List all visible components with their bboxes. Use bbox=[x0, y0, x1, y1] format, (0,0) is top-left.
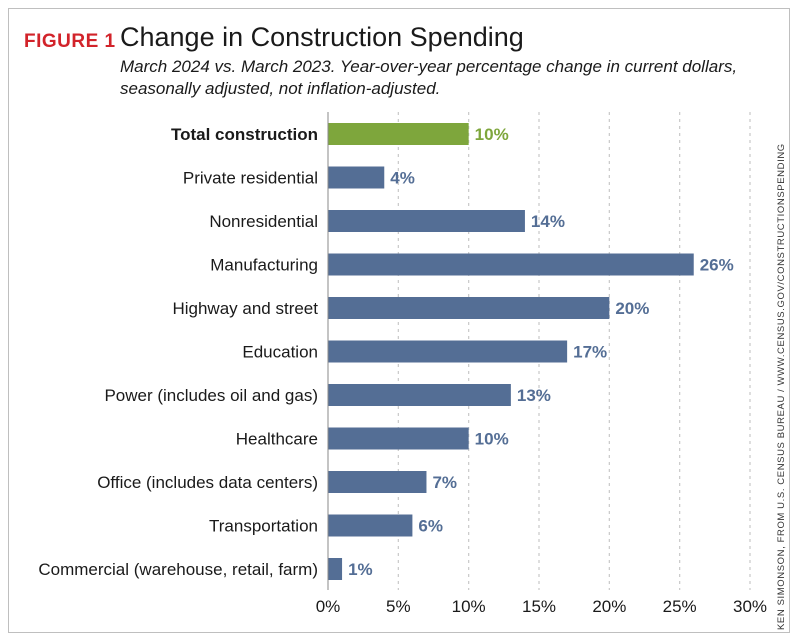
bar bbox=[328, 471, 427, 493]
x-tick-label: 0% bbox=[316, 597, 341, 616]
x-tick-label: 30% bbox=[733, 597, 767, 616]
value-label: 1% bbox=[348, 560, 373, 579]
value-label: 4% bbox=[390, 169, 415, 188]
chart-title: Change in Construction Spending bbox=[120, 22, 524, 52]
category-label: Commercial (warehouse, retail, farm) bbox=[38, 560, 318, 579]
bar bbox=[328, 514, 413, 537]
bar bbox=[328, 427, 469, 450]
value-label: 13% bbox=[517, 386, 551, 405]
figure-number: FIGURE 1 bbox=[24, 31, 116, 52]
bar bbox=[328, 384, 511, 406]
value-label: 20% bbox=[615, 299, 649, 318]
x-tick-label: 20% bbox=[592, 597, 626, 616]
category-label: Power (includes oil and gas) bbox=[104, 386, 318, 405]
figure-frame bbox=[8, 8, 790, 633]
x-tick-label: 5% bbox=[386, 597, 411, 616]
value-label: 7% bbox=[432, 473, 457, 492]
value-label: 10% bbox=[475, 125, 509, 144]
x-tick-label: 25% bbox=[663, 597, 697, 616]
bar bbox=[328, 558, 343, 580]
category-label: Manufacturing bbox=[210, 256, 318, 275]
bar bbox=[328, 210, 525, 232]
value-label: 6% bbox=[418, 517, 443, 536]
category-label: Total construction bbox=[171, 125, 318, 144]
chart-subtitle: March 2024 vs. March 2023. Year-over-yea… bbox=[120, 57, 738, 98]
category-label: Healthcare bbox=[236, 430, 318, 449]
value-label: 10% bbox=[475, 430, 509, 449]
bar bbox=[328, 253, 694, 276]
x-tick-label: 10% bbox=[452, 597, 486, 616]
x-tick-label: 15% bbox=[522, 597, 556, 616]
category-label: Transportation bbox=[209, 517, 318, 536]
category-label: Education bbox=[242, 343, 318, 362]
value-label: 26% bbox=[700, 256, 734, 275]
category-label: Nonresidential bbox=[209, 212, 318, 231]
bar bbox=[328, 340, 568, 363]
value-label: 14% bbox=[531, 212, 565, 231]
category-label: Private residential bbox=[183, 169, 318, 188]
bar bbox=[328, 166, 385, 189]
bar bbox=[328, 297, 610, 319]
value-label: 17% bbox=[573, 343, 607, 362]
bar bbox=[328, 123, 469, 145]
category-label: Highway and street bbox=[172, 299, 318, 318]
category-label: Office (includes data centers) bbox=[97, 473, 318, 492]
